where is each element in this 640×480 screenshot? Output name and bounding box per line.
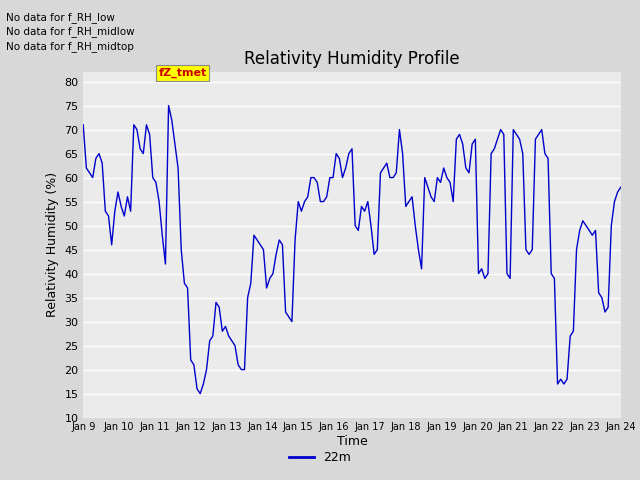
Y-axis label: Relativity Humidity (%): Relativity Humidity (%) (45, 172, 59, 317)
Title: Relativity Humidity Profile: Relativity Humidity Profile (244, 49, 460, 68)
Text: No data for f_RH_midtop: No data for f_RH_midtop (6, 41, 134, 52)
X-axis label: Time: Time (337, 435, 367, 448)
Text: fZ_tmet: fZ_tmet (159, 68, 207, 78)
Text: No data for f_RH_low: No data for f_RH_low (6, 12, 115, 23)
Legend: 22m: 22m (284, 446, 356, 469)
Text: No data for f_RH_midlow: No data for f_RH_midlow (6, 26, 135, 37)
